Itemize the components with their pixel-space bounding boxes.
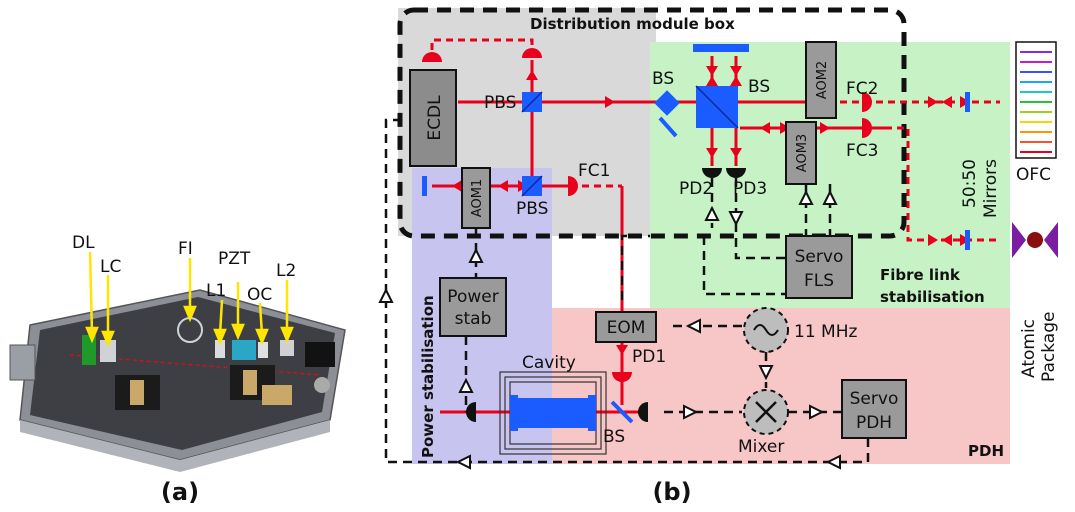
bs-3-label: BS (603, 427, 625, 447)
ofc-box (1015, 41, 1057, 159)
servo-pdh-line2: PDH (856, 413, 892, 433)
bs-1-label: BS (652, 69, 674, 89)
power-stab-line1: Power (447, 287, 498, 307)
label-l2: L2 (276, 261, 296, 281)
pd3-label: PD3 (733, 179, 767, 199)
mixer-label: Mixer (738, 437, 784, 457)
label-oc: OC (247, 285, 272, 305)
pd2-detector (702, 168, 722, 178)
caption-b: (b) (652, 478, 691, 506)
laser-device-render (9, 289, 346, 472)
power-stab-title: Power stabilisation (419, 295, 437, 458)
bs-1 (654, 90, 680, 116)
pointer-arrows (85, 251, 294, 348)
ecdl-label: ECDL (425, 95, 445, 141)
cavity-label: Cavity (522, 353, 576, 373)
aom2-label: AOM2 (815, 61, 830, 99)
atomic-package-icon (1027, 232, 1043, 248)
servo-pdh-box (841, 379, 907, 439)
pd2-label: PD2 (679, 179, 713, 199)
pbs-1-label: PBS (484, 93, 516, 113)
label-dl: DL (72, 233, 95, 253)
mirrors-label: Mirrors (981, 159, 1001, 218)
package-label: Package (1039, 312, 1059, 382)
power-stab-box (439, 277, 507, 337)
aom1-label: AOM1 (470, 179, 485, 217)
aom2-box (805, 41, 837, 119)
aom3-box (785, 121, 817, 185)
fc3-label: FC3 (846, 141, 878, 161)
aom3-label: AOM3 (795, 134, 810, 172)
ecdl-box (409, 69, 457, 167)
label-fi: FI (178, 239, 193, 259)
eom-label: EOM (607, 318, 646, 338)
fc1-label: FC1 (578, 161, 610, 181)
servo-fls-line2: FLS (804, 271, 834, 291)
servo-pdh-line1: Servo (850, 389, 899, 409)
distribution-title: Distribution module box (530, 15, 735, 33)
panel-b: Distribution module box (378, 7, 1059, 506)
pd1-label: PD1 (632, 347, 666, 367)
caption-a: (a) (161, 478, 199, 506)
fc2-label: FC2 (846, 79, 878, 99)
power-detector (466, 402, 476, 422)
ofc-label: OFC (1016, 165, 1051, 185)
bs-2-label: BS (748, 77, 770, 97)
panel-a: DL LC FI PZT L1 OC L2 (a) (9, 233, 346, 506)
atomic-label: Atomic (1019, 319, 1039, 378)
servo-fls-box (785, 235, 853, 299)
pbs-2-label: PBS (516, 199, 548, 219)
pd1-detector (638, 402, 648, 422)
cavity (499, 371, 607, 455)
eom-box (595, 311, 657, 343)
servo-fls-line1: Servo (795, 247, 844, 267)
pd3-detector (726, 168, 746, 178)
label-pzt: PZT (218, 249, 251, 269)
splitter-label: 50:50 (960, 159, 980, 208)
fibre-link-title1: Fibre link (880, 266, 961, 284)
label-l1: L1 (206, 281, 226, 301)
freq-label: 11 MHz (794, 322, 857, 342)
fibre-link-title2: stabilisation (880, 288, 985, 306)
power-stab-line2: stab (455, 309, 492, 329)
distribution-module-box (397, 7, 907, 239)
pdh-title: PDH (968, 442, 1004, 460)
label-lc: LC (100, 257, 121, 277)
